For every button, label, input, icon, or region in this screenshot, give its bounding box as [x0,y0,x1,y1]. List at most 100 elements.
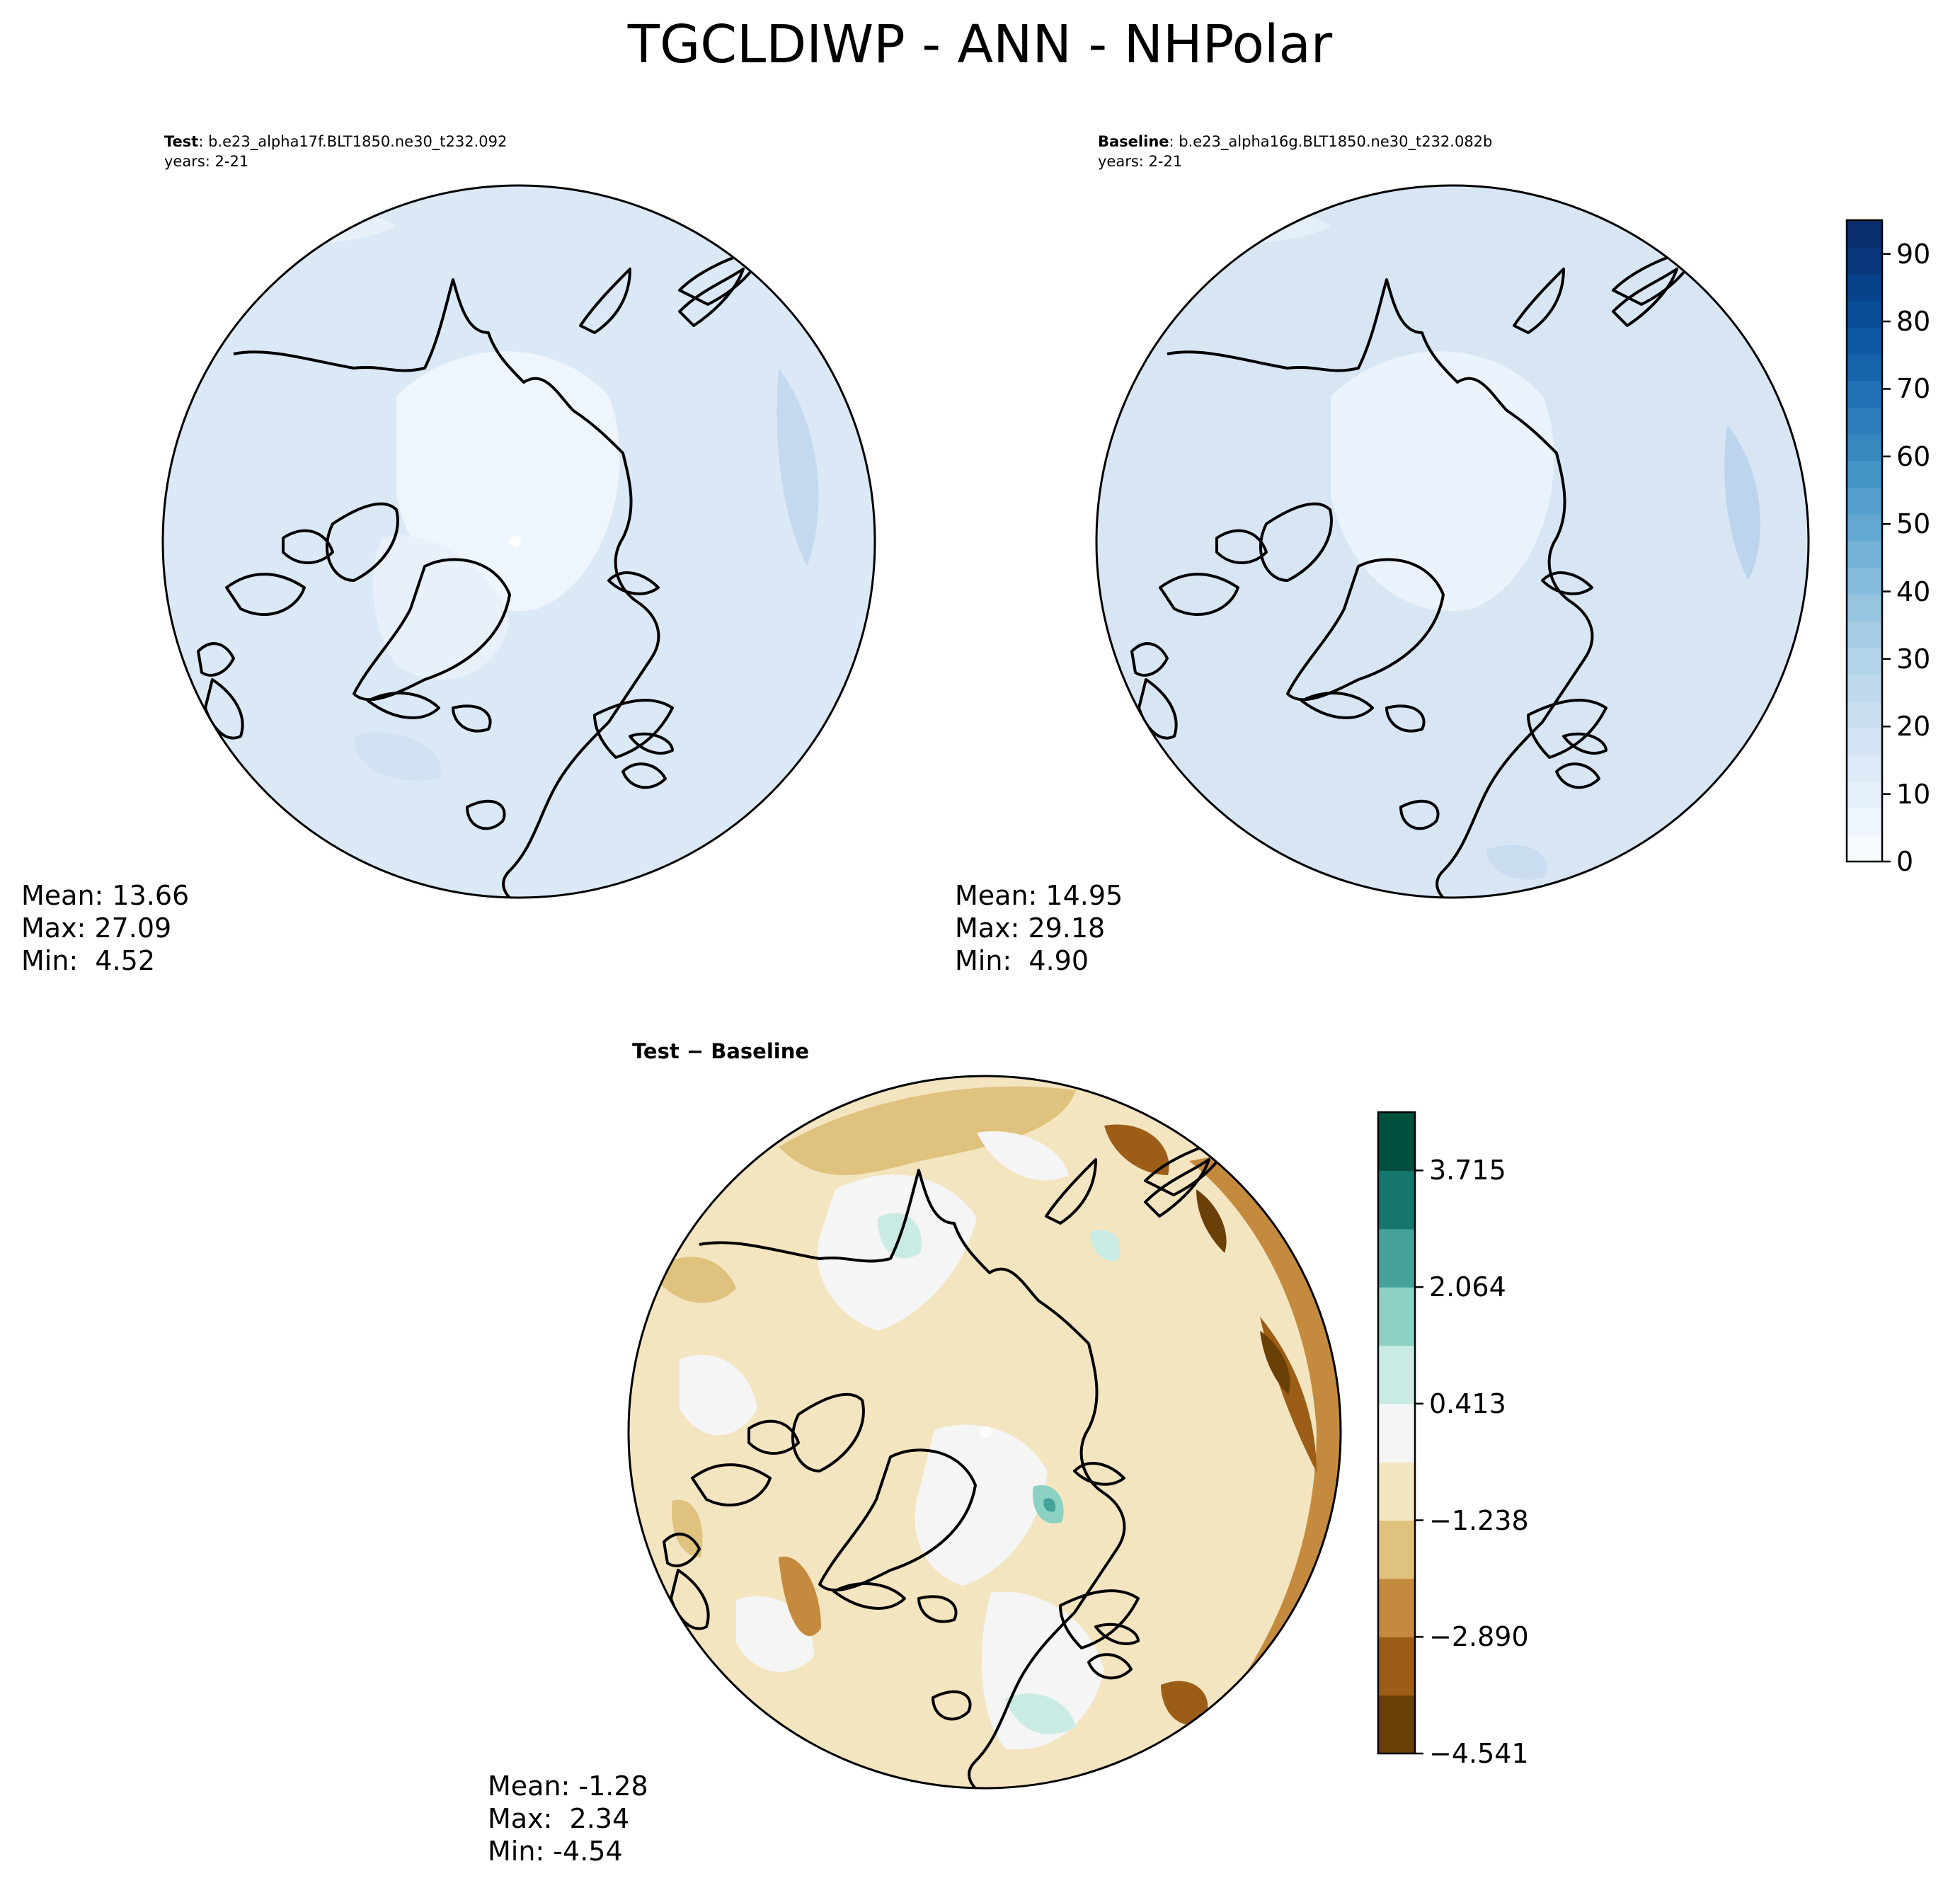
test-map [161,184,876,899]
baseline-stats: Mean: 14.95 Max: 29.18 Min: 4.90 [955,879,1123,977]
main-colorbar-segment [1847,273,1882,301]
main-colorbar-segment [1847,434,1882,462]
test-label-text: : b.e23_alpha17f.BLT1850.ne30_t232.092 [198,133,508,150]
main-colorbar-tick-label: 70 [1896,373,1931,405]
difference-colorbar-segment [1378,1695,1415,1754]
main-colorbar-segment [1847,567,1882,595]
test-field-contour [776,368,819,566]
difference-colorbar-segment [1378,1403,1415,1463]
main-colorbar [1845,219,1891,863]
main-colorbar-segment [1847,701,1882,728]
main-colorbar-segment [1847,621,1882,648]
main-colorbar-segment [1847,380,1882,408]
difference-colorbar-tick-label: 3.715 [1429,1155,1506,1186]
difference-field-contour [1005,1693,1076,1734]
test-pole-marker [510,536,521,547]
difference-colorbar-segment [1378,1112,1415,1171]
difference-stats: Mean: -1.28 Max: 2.34 Min: -4.54 [488,1770,648,1867]
main-colorbar-segment [1847,541,1882,568]
baseline-stat-max: Max: 29.18 [955,912,1106,944]
main-colorbar-segment [1847,460,1882,488]
test-years-label: years: 2-21 [164,153,249,170]
test-field-contour [354,732,442,781]
difference-colorbar-segment [1378,1637,1415,1696]
main-colorbar-segment [1847,327,1882,355]
difference-colorbar-segment [1378,1520,1415,1579]
baseline-label-bold: Baseline [1098,133,1169,150]
main-colorbar-tick-label: 20 [1896,711,1931,743]
main-colorbar-tick-label: 80 [1896,306,1931,338]
baseline-map-border [1095,184,1810,899]
baseline-years-label: years: 2-21 [1098,153,1183,170]
difference-pole-marker [980,1426,992,1438]
main-colorbar-frame [1845,219,1884,863]
main-colorbar-segment [1847,487,1882,515]
main-colorbar-tick-label: 40 [1896,576,1931,607]
test-coastlines [197,246,766,898]
difference-stat-min: Min: -4.54 [488,1836,623,1867]
difference-coastlines [663,1137,1232,1788]
difference-field-contour [779,1556,821,1637]
baseline-map [1095,184,1810,899]
difference-stat-mean: Mean: -1.28 [488,1770,648,1802]
main-colorbar-segment [1847,781,1882,809]
figure-title: TGCLDIWP - ANN - NHPolar [627,14,1333,75]
test-field-contour [396,351,620,612]
difference-field-contour [1043,1498,1056,1512]
difference-field-contour [1104,1124,1169,1175]
main-colorbar-segment [1847,728,1882,755]
difference-colorbar-segment [1378,1578,1415,1637]
difference-colorbar-segment [1378,1170,1415,1230]
difference-colorbar-segment [1378,1462,1415,1521]
main-colorbar-segment [1847,755,1882,782]
test-case-label: Test: b.e23_alpha17f.BLT1850.ne30_t232.0… [164,132,507,151]
difference-field-contour [1090,1230,1121,1261]
difference-colorbar-tick-label: 2.064 [1429,1271,1506,1303]
main-colorbar-segment [1847,648,1882,675]
main-colorbar-segment [1847,594,1882,622]
main-colorbar-segment [1847,246,1882,275]
difference-colorbar-segment [1378,1287,1415,1346]
test-stat-mean: Mean: 13.66 [21,880,190,911]
difference-title: Test − Baseline [632,1039,810,1063]
main-colorbar-tick-label: 90 [1896,238,1931,270]
difference-colorbar-tick-label: 0.413 [1429,1388,1506,1419]
main-colorbar-tick-label: 60 [1896,440,1931,472]
main-colorbar-segment [1847,674,1882,702]
baseline-stat-min: Min: 4.90 [955,945,1089,976]
difference-field-contour [779,1086,1076,1175]
test-map-border [161,184,876,899]
main-colorbar-segment [1847,220,1882,248]
test-stat-max: Max: 27.09 [21,912,172,944]
main-colorbar-segment [1847,407,1882,435]
difference-stat-max: Max: 2.34 [488,1803,630,1834]
difference-colorbar-segment [1378,1228,1415,1288]
baseline-label-text: : b.e23_alpha16g.BLT1850.ne30_t232.082b [1169,133,1493,150]
test-stats: Mean: 13.66 Max: 27.09 Min: 4.52 [21,879,189,977]
baseline-field-contour [1724,425,1760,580]
difference-map [627,1075,1342,1790]
main-colorbar-tick-label: 0 [1896,846,1914,877]
difference-field-contour [680,1354,757,1436]
difference-colorbar-tick-label: −4.541 [1429,1738,1529,1769]
main-colorbar-tick-label: 30 [1896,643,1931,675]
main-colorbar-tick-label: 50 [1896,508,1931,540]
baseline-field-contour [1331,351,1554,612]
main-colorbar-segment [1847,353,1882,382]
baseline-case-label: Baseline: b.e23_alpha16g.BLT1850.ne30_t2… [1098,132,1492,151]
main-colorbar-segment [1847,514,1882,542]
difference-field-contour [977,1131,1069,1181]
main-colorbar-segment [1847,835,1882,862]
difference-colorbar-segment [1378,1345,1415,1404]
test-stat-min: Min: 4.52 [21,945,155,976]
main-colorbar-tick-label: 10 [1896,778,1931,810]
difference-field-contour [1161,1681,1208,1725]
main-colorbar-segment [1847,808,1882,835]
test-field-contour [372,535,510,680]
difference-colorbar-frame [1377,1111,1416,1755]
difference-field-contour [1196,1189,1227,1253]
difference-field-contour [651,1257,736,1303]
test-label-bold: Test [164,133,199,150]
difference-field-contour [1260,1331,1290,1395]
